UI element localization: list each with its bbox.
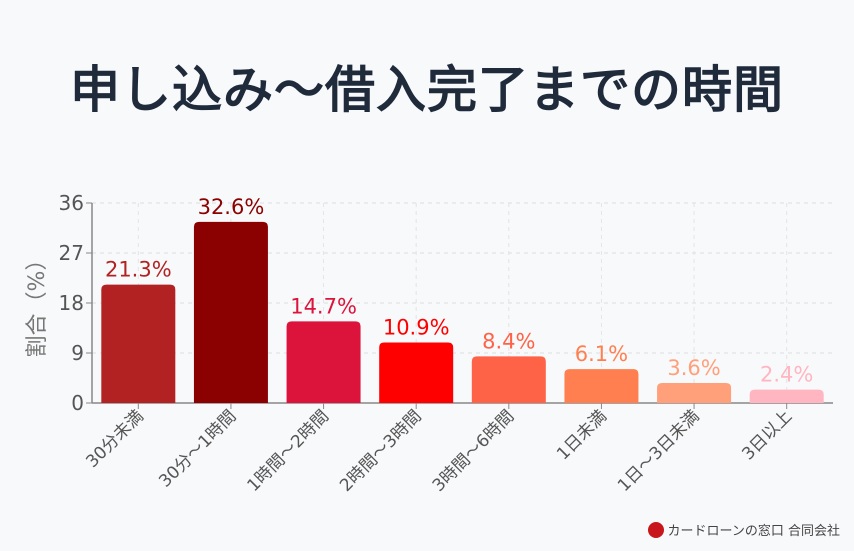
bar (379, 342, 454, 403)
bar (193, 221, 268, 403)
data-label: 8.4% (482, 329, 535, 353)
x-tick-label: 1時間～2時間 (244, 406, 334, 496)
chart-title: 申し込み～借入完了までの時間 (70, 61, 784, 119)
credit: カードローンの窓口 合同会社 (647, 520, 840, 539)
y-tick-label: 36 (59, 191, 84, 215)
data-label: 3.6% (667, 356, 720, 380)
bar (101, 284, 176, 403)
data-label: 32.6% (198, 195, 265, 219)
data-label: 2.4% (760, 363, 813, 387)
x-tick-label: 2時間～3時間 (336, 406, 426, 496)
data-label: 6.1% (575, 342, 628, 366)
credit-text: カードローンの窓口 合同会社 (667, 524, 840, 539)
x-tick-label: 3日以上 (738, 406, 796, 464)
data-label: 21.3% (105, 258, 172, 282)
y-tick-label: 9 (71, 341, 84, 365)
data-label: 10.9% (383, 315, 450, 339)
x-tick-label: 1日～3日未満 (614, 406, 704, 496)
data-label: 14.7% (290, 294, 357, 318)
bar (749, 389, 824, 403)
bar (657, 383, 732, 403)
bar (286, 321, 361, 403)
y-axis-label: 割合（%） (25, 249, 50, 358)
x-tick-label: 30分～1時間 (155, 406, 240, 491)
bar (564, 369, 639, 403)
y-tick-label: 27 (59, 241, 84, 265)
bar (471, 356, 546, 403)
x-tick-label: 1日未満 (553, 406, 611, 464)
x-tick-label: 3時間～6時間 (429, 406, 519, 496)
logo-icon (647, 521, 664, 538)
x-tick-label: 30分未満 (82, 406, 148, 472)
y-tick-label: 0 (71, 391, 84, 415)
y-tick-label: 18 (59, 291, 84, 315)
